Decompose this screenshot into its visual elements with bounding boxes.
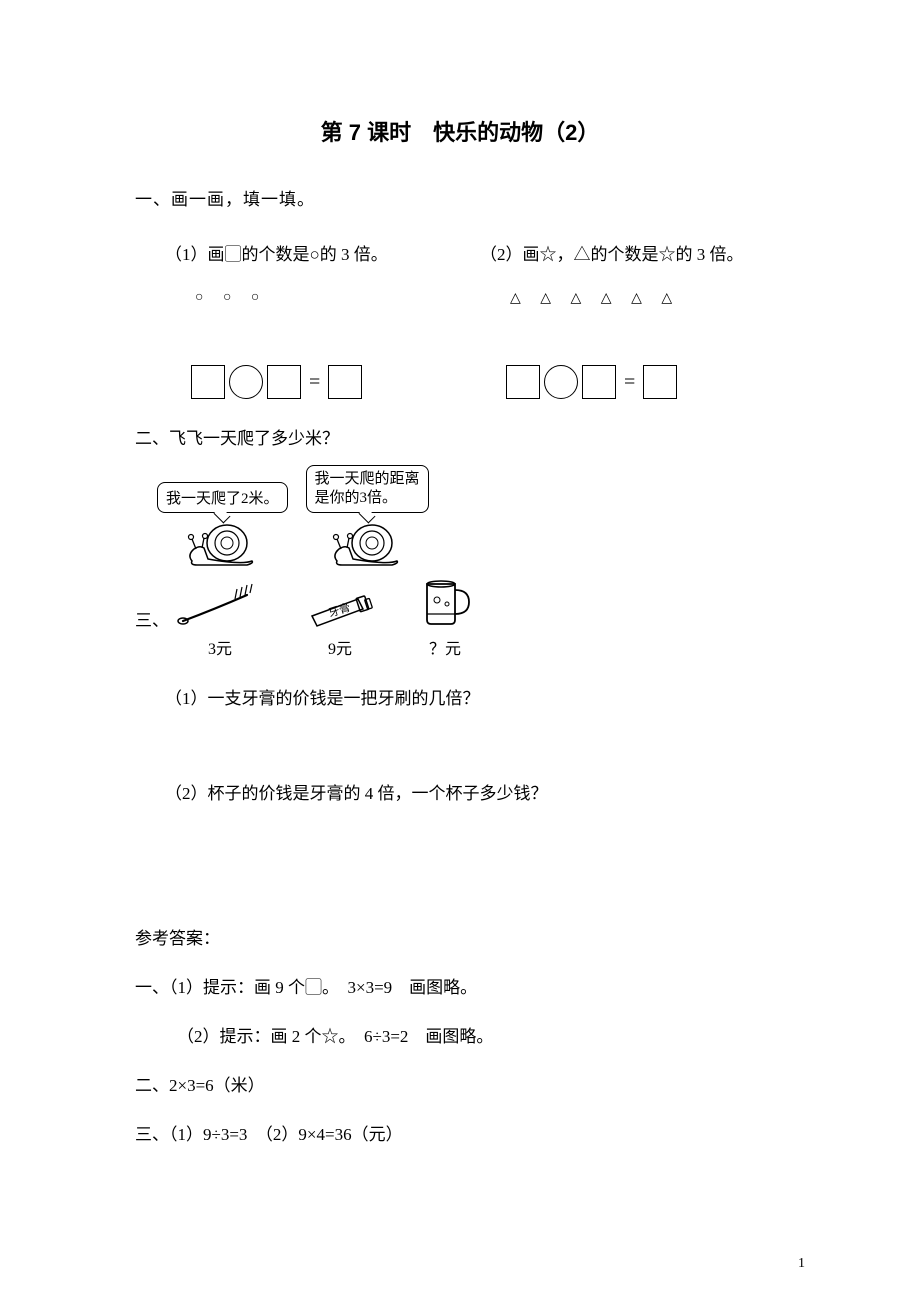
q1-prompt-1: （1）画▢的个数是○的 3 倍。 bbox=[165, 240, 470, 265]
q3-block: 三、 3元 牙膏 9元 bbox=[135, 578, 785, 659]
price-cup: ？元 bbox=[429, 635, 461, 659]
answers-heading: 参考答案： bbox=[135, 924, 785, 949]
blank-box[interactable] bbox=[191, 365, 225, 399]
speech-bubble-2: 我一天爬的距离 是你的3倍。 bbox=[306, 465, 429, 513]
item-toothbrush: 3元 bbox=[175, 581, 265, 659]
bubble-text-2a: 我一天爬的距离 bbox=[315, 471, 420, 487]
item-cup: ？元 bbox=[415, 576, 475, 659]
speech-bubble-1: 我一天爬了2米。 bbox=[157, 482, 288, 513]
q3-label: 三、 bbox=[135, 578, 175, 631]
answer-1b: （2）提示：画 2 个☆。 6÷3=2 画图略。 bbox=[135, 1022, 785, 1047]
q2-snails: 我一天爬了2米。 我一天爬的距离 是你的3倍。 bbox=[135, 465, 785, 568]
snail-group-1: 我一天爬了2米。 bbox=[157, 482, 288, 568]
q1-col-right: （2）画☆，△的个数是☆的 3 倍。 △ △ △ △ △ △ = bbox=[470, 240, 785, 399]
price-toothbrush: 3元 bbox=[208, 635, 232, 659]
blank-box[interactable] bbox=[643, 365, 677, 399]
blank-box[interactable] bbox=[267, 365, 301, 399]
toothpaste-label: 牙膏 bbox=[327, 599, 352, 619]
q3-items-row: 3元 牙膏 9元 ？元 bbox=[175, 576, 475, 659]
blank-box[interactable] bbox=[328, 365, 362, 399]
blank-circle[interactable] bbox=[544, 365, 578, 399]
page-number: 1 bbox=[798, 1256, 805, 1272]
answer-3: 三、（1）9÷3=3 （2）9×4=36（元） bbox=[135, 1120, 785, 1145]
blank-box[interactable] bbox=[506, 365, 540, 399]
q1-col-left: （1）画▢的个数是○的 3 倍。 ○ ○ ○ = bbox=[135, 240, 470, 399]
equals-sign: = bbox=[620, 371, 639, 394]
bubble-text-1: 我一天爬了2米。 bbox=[166, 491, 279, 507]
equals-sign: = bbox=[305, 371, 324, 394]
q1-prompts-row: （1）画▢的个数是○的 3 倍。 ○ ○ ○ = （2）画☆，△的个数是☆的 3… bbox=[135, 240, 785, 399]
q1-shapes-right: △ △ △ △ △ △ bbox=[480, 290, 785, 310]
q1-prompt-2: （2）画☆，△的个数是☆的 3 倍。 bbox=[480, 240, 785, 265]
blank-box[interactable] bbox=[582, 365, 616, 399]
q1-equation-left: = bbox=[165, 365, 470, 399]
bubble-text-2b: 是你的3倍。 bbox=[315, 490, 398, 506]
answer-2: 二、2×3=6（米） bbox=[135, 1071, 785, 1096]
blank-circle[interactable] bbox=[229, 365, 263, 399]
price-toothpaste: 9元 bbox=[328, 635, 352, 659]
q3-sub1: （1）一支牙膏的价钱是一把牙刷的几倍？ bbox=[135, 684, 785, 709]
worksheet-page: 第 7 课时 快乐的动物（2） 一、画一画，填一填。 （1）画▢的个数是○的 3… bbox=[0, 0, 920, 1302]
answers-section: 参考答案： 一、（1）提示：画 9 个▢。 3×3=9 画图略。 （2）提示：画… bbox=[135, 924, 785, 1145]
q1-shapes-left: ○ ○ ○ bbox=[165, 290, 470, 310]
page-title: 第 7 课时 快乐的动物（2） bbox=[135, 115, 785, 147]
answer-1a: 一、（1）提示：画 9 个▢。 3×3=9 画图略。 bbox=[135, 973, 785, 998]
toothbrush-icon bbox=[175, 581, 265, 631]
cup-icon bbox=[415, 576, 475, 631]
q3-sub2: （2）杯子的价钱是牙膏的 4 倍，一个杯子多少钱？ bbox=[135, 779, 785, 804]
item-toothpaste: 牙膏 9元 bbox=[300, 581, 380, 659]
snail-group-2: 我一天爬的距离 是你的3倍。 bbox=[306, 465, 429, 568]
q1-equation-right: = bbox=[480, 365, 785, 399]
q2-heading: 二、飞飞一天爬了多少米？ bbox=[135, 424, 785, 449]
q1-heading: 一、画一画，填一填。 bbox=[135, 185, 785, 210]
toothpaste-icon: 牙膏 bbox=[300, 581, 380, 631]
